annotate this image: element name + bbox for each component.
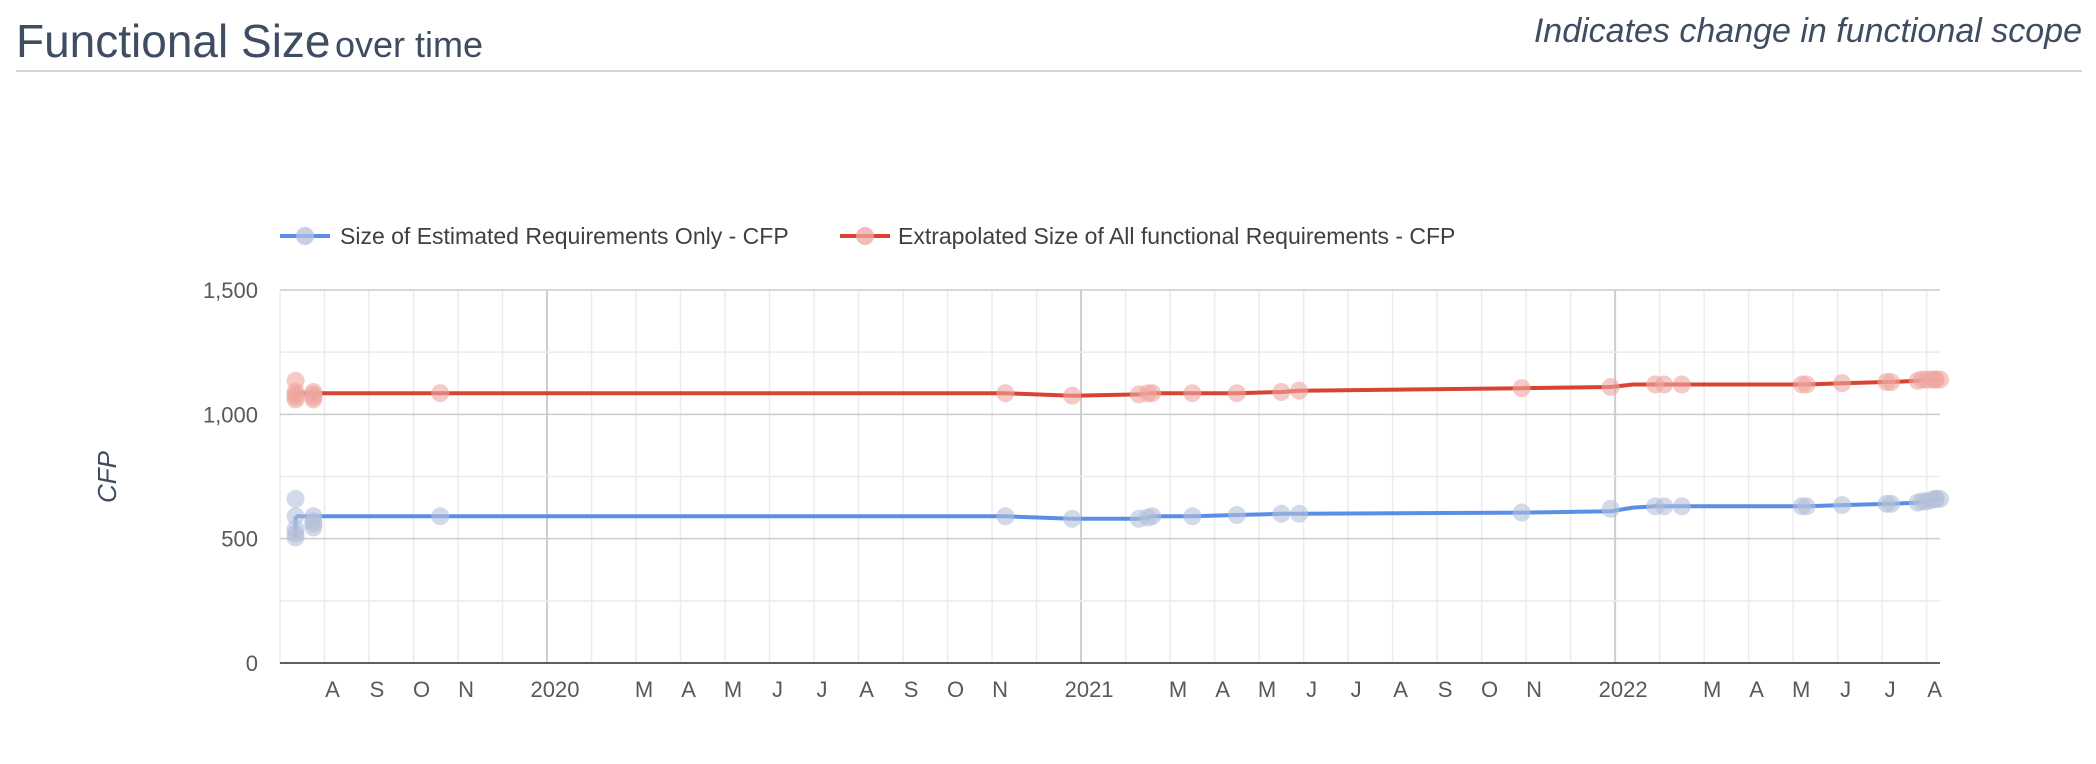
legend: Size of Estimated Requirements Only - CF…	[280, 223, 1455, 249]
data-point	[286, 390, 305, 409]
x-tick-label: J	[772, 677, 783, 702]
data-point	[286, 489, 305, 508]
data-point	[1272, 382, 1291, 401]
x-tick-label: S	[1438, 677, 1453, 702]
series-line	[295, 377, 1940, 398]
x-tick-label: 2020	[531, 677, 580, 702]
data-point	[1797, 375, 1816, 394]
x-tick-label: J	[1306, 677, 1317, 702]
data-point	[996, 507, 1015, 526]
x-tick-label: M	[1169, 677, 1187, 702]
data-point	[1882, 494, 1901, 513]
x-tick-label: S	[370, 677, 385, 702]
x-tick-label: A	[859, 677, 874, 702]
title-main: Functional Size	[16, 15, 331, 67]
x-tick-label: A	[1215, 677, 1230, 702]
page-title: Functional Size over time	[16, 14, 483, 68]
data-point	[431, 384, 450, 403]
x-tick-label: A	[1749, 677, 1764, 702]
x-tick-label: O	[413, 677, 430, 702]
data-point	[1143, 507, 1162, 526]
data-point	[1672, 375, 1691, 394]
legend-swatch-dot	[296, 227, 314, 245]
x-axis: A S O N 2020 M A M J J A S O N 2021 M A M J J A S O N 2022 M A M J J A	[325, 677, 1942, 702]
x-tick-label: J	[1885, 677, 1896, 702]
legend-item: Size of Estimated Requirements Only - CF…	[280, 223, 789, 249]
y-tick-label: 1,500	[203, 278, 258, 303]
x-tick-label: M	[1703, 677, 1721, 702]
x-tick-label: N	[992, 677, 1008, 702]
data-point	[996, 384, 1015, 403]
y-tick-label: 500	[221, 527, 258, 552]
x-tick-label: A	[1927, 677, 1942, 702]
gridlines	[279, 289, 1940, 664]
data-point	[1063, 386, 1082, 405]
data-point	[431, 507, 450, 526]
x-tick-label: O	[947, 677, 964, 702]
y-tick-label: 0	[246, 651, 258, 676]
data-point	[1882, 373, 1901, 392]
series-line	[295, 496, 1940, 521]
x-tick-label: J	[817, 677, 828, 702]
data-point	[304, 390, 323, 409]
x-tick-label: M	[724, 677, 742, 702]
y-axis: 0 500 1,000 1,500	[203, 278, 258, 676]
data-point	[1797, 497, 1816, 516]
data-point	[1143, 384, 1162, 403]
x-tick-label: 2022	[1599, 677, 1648, 702]
data-point	[1183, 507, 1202, 526]
x-tick-label: J	[1351, 677, 1362, 702]
data-point	[1290, 504, 1309, 523]
x-tick-label: N	[458, 677, 474, 702]
legend-item: Extrapolated Size of All functional Requ…	[840, 223, 1455, 249]
y-axis-label: CFP	[92, 450, 122, 503]
data-point	[1272, 504, 1291, 523]
legend-swatch-dot	[856, 227, 874, 245]
legend-label: Size of Estimated Requirements Only - CF…	[340, 223, 789, 249]
data-point	[1227, 384, 1246, 403]
x-tick-label: A	[325, 677, 340, 702]
scope-change-note: Indicates change in functional scope	[1533, 12, 2082, 50]
x-tick-label: 2021	[1065, 677, 1114, 702]
data-point	[1655, 375, 1674, 394]
data-point	[1183, 384, 1202, 403]
data-point	[1931, 370, 1949, 389]
data-point	[1833, 374, 1852, 393]
x-tick-label: J	[1840, 677, 1851, 702]
data-point	[304, 518, 323, 537]
data-point	[1227, 506, 1246, 525]
data-point	[1512, 379, 1531, 398]
data-point	[1833, 496, 1852, 515]
x-tick-label: N	[1526, 677, 1542, 702]
data-point	[1512, 503, 1531, 522]
series-lines	[293, 377, 1940, 538]
data-point	[1601, 499, 1620, 518]
x-tick-label: M	[1258, 677, 1276, 702]
x-tick-label: M	[635, 677, 653, 702]
data-point	[286, 507, 305, 526]
data-point	[1931, 489, 1949, 508]
series-points	[286, 370, 1949, 547]
data-point	[1063, 509, 1082, 528]
x-tick-label: A	[681, 677, 696, 702]
data-point	[286, 528, 305, 547]
x-tick-label: O	[1481, 677, 1498, 702]
x-tick-label: A	[1393, 677, 1408, 702]
legend-label: Extrapolated Size of All functional Requ…	[898, 223, 1455, 249]
data-point	[1672, 497, 1691, 516]
title-sub: over time	[334, 24, 483, 65]
x-tick-label: S	[904, 677, 919, 702]
data-point	[1655, 497, 1674, 516]
data-point	[1601, 377, 1620, 396]
data-point	[1290, 381, 1309, 400]
x-tick-label: M	[1792, 677, 1810, 702]
y-tick-label: 1,000	[203, 402, 258, 427]
page-header: Functional Size over time Indicates chan…	[16, 0, 2082, 72]
